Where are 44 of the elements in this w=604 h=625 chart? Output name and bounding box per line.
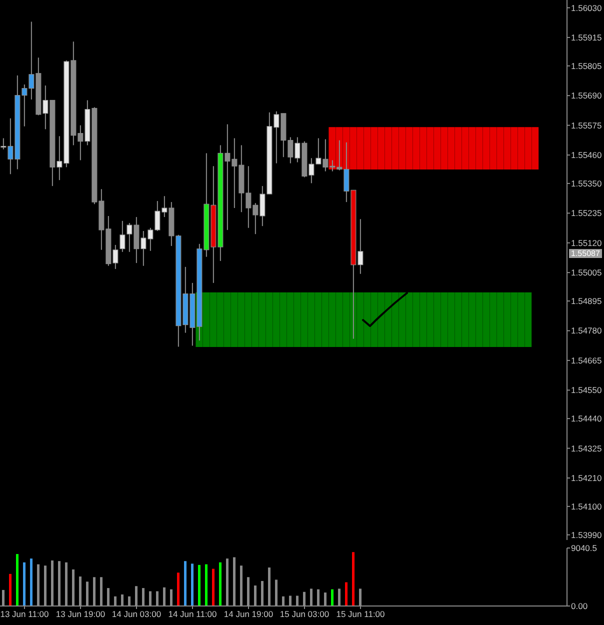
bar <box>191 564 194 606</box>
bar <box>345 582 348 606</box>
bar <box>177 572 180 606</box>
x-tick-label: 14 Jun 19:00 <box>224 609 274 620</box>
y-tick-label: 9040.5 <box>571 543 598 554</box>
y-tick-label: 1.55915 <box>571 32 602 42</box>
bar <box>352 552 355 606</box>
candlestick <box>120 220 126 252</box>
y-tick-label: 1.55350 <box>571 178 602 188</box>
y-tick-label: 1.54325 <box>571 443 602 454</box>
y-tick-label: 1.55460 <box>571 150 602 160</box>
bar <box>331 589 334 606</box>
bar <box>184 561 187 606</box>
y-tick-label: 1.55120 <box>571 238 602 248</box>
x-tick-label: 15 Jun 03:00 <box>280 609 330 620</box>
y-tick-label: 1.54665 <box>571 355 602 366</box>
x-tick-label: 14 Jun 03:00 <box>112 609 162 620</box>
y-tick-label: 0.00 <box>571 601 588 612</box>
bar <box>198 564 201 606</box>
y-tick-label: 1.54780 <box>571 326 602 336</box>
y-tick-label: 1.54100 <box>571 501 602 512</box>
y-tick-label: 1.55235 <box>571 208 602 218</box>
y-tick-label: 1.55005 <box>571 268 602 278</box>
y-tick-label: 1.55575 <box>571 120 602 130</box>
x-tick-label: 15 Jun 11:00 <box>336 609 386 620</box>
y-tick-label: 1.56030 <box>571 2 602 13</box>
x-tick-label: 14 Jun 11:00 <box>168 609 218 620</box>
text: 1.55087 <box>569 248 602 258</box>
y-tick-label: 1.55805 <box>571 60 602 71</box>
bar <box>205 564 208 606</box>
x-tick-label: 13 Jun 19:00 <box>56 609 106 620</box>
bar <box>16 554 19 606</box>
bar <box>9 574 12 606</box>
y-tick-label: 1.54210 <box>571 473 602 484</box>
y-tick-label: 1.54550 <box>571 385 602 396</box>
y-tick-label: 1.54440 <box>571 414 602 424</box>
bar <box>30 558 33 606</box>
y-tick-label: 1.55690 <box>571 90 602 101</box>
bar <box>219 562 222 606</box>
bar <box>23 562 26 606</box>
bar <box>212 568 215 606</box>
y-tick-label: 1.54895 <box>571 296 602 306</box>
y-tick-label: 1.53990 <box>571 530 602 540</box>
x-tick-label: 13 Jun 11:00 <box>0 609 50 620</box>
